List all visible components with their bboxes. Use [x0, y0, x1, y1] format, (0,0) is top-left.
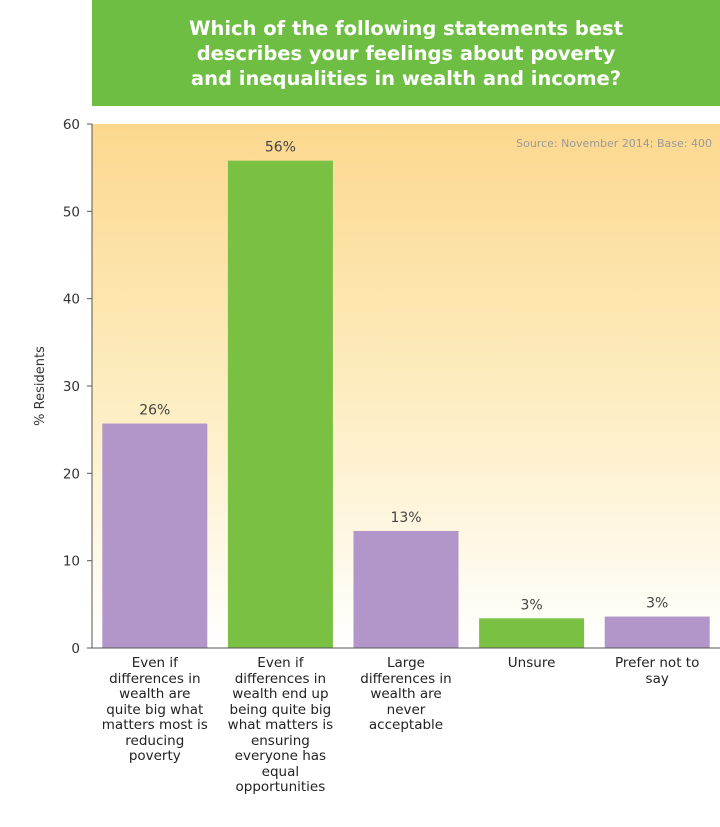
- bar-4: [604, 616, 710, 648]
- y-tick-label-4: 40: [63, 292, 80, 308]
- bar-3: [479, 618, 585, 648]
- data-label-4: 3%: [646, 596, 668, 612]
- x-category-label-2: Large differences in wealth are never ac…: [360, 655, 452, 733]
- y-tick-label-2: 20: [63, 466, 80, 482]
- chart-title-banner: Which of the following statements best d…: [92, 0, 720, 106]
- data-label-0: 26%: [139, 403, 170, 419]
- x-category-label-0: Even if differences in wealth are quite …: [101, 655, 208, 764]
- data-label-1: 56%: [265, 140, 296, 156]
- data-label-2: 13%: [390, 510, 421, 526]
- x-category-label-3: Unsure: [507, 655, 556, 671]
- y-tick-label-5: 50: [63, 204, 80, 220]
- bar-0: [102, 423, 208, 648]
- y-tick-label-3: 30: [63, 379, 80, 395]
- y-tick-label-1: 10: [63, 554, 80, 570]
- y-axis-label: % Residents: [33, 346, 48, 426]
- source-note: Source: November 2014; Base: 400: [516, 137, 712, 150]
- data-label-3: 3%: [520, 597, 542, 613]
- y-tick-label-6: 60: [63, 117, 80, 133]
- bar-2: [353, 530, 459, 648]
- bar-1: [227, 160, 333, 648]
- x-category-label-4: Prefer not to say: [615, 655, 700, 687]
- x-category-label-1: Even if differences in wealth end up bei…: [227, 655, 334, 795]
- y-tick-label-0: 0: [71, 641, 80, 657]
- chart-title: Which of the following statements best d…: [188, 16, 624, 90]
